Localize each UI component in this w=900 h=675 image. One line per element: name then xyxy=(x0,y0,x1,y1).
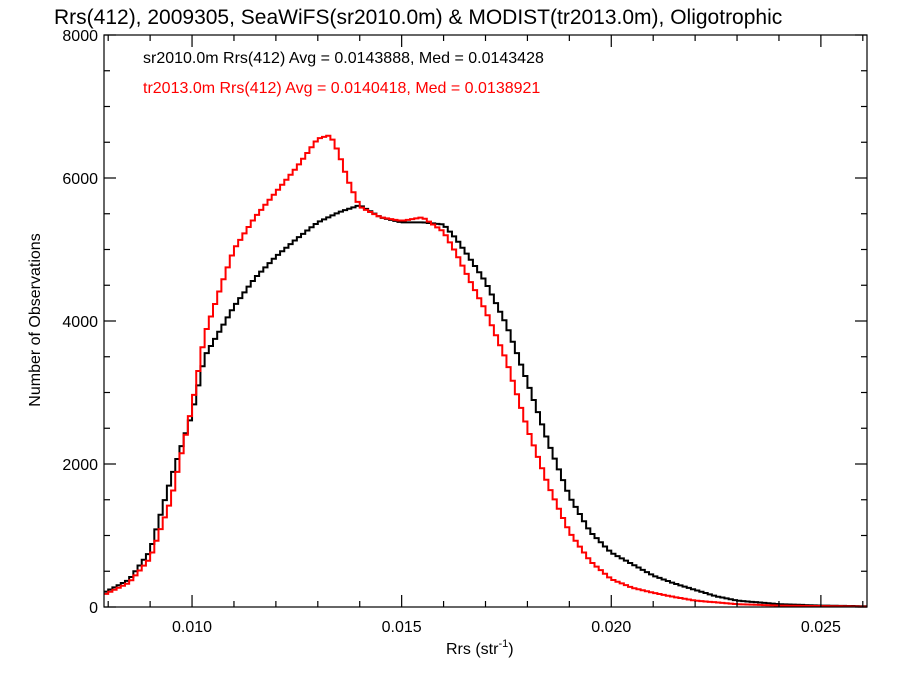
x-tick-label: 0.020 xyxy=(591,619,631,636)
y-tick-label: 6000 xyxy=(62,171,98,188)
y-tick-label: 8000 xyxy=(62,28,98,45)
x-tick-label: 0.010 xyxy=(172,619,212,636)
ticks-layer: 0.010 0.015 0.020 0.025 0 2000 4000 6000 8000 xyxy=(62,28,867,636)
y-tick-label: 0 xyxy=(89,600,98,617)
x-tick-label: 0.015 xyxy=(382,619,422,636)
legend-entry-1: sr2010.0m Rrs(412) Avg = 0.0143888, Med … xyxy=(143,50,544,67)
legend-entry-2: tr2013.0m Rrs(412) Avg = 0.0140418, Med … xyxy=(143,80,540,97)
plot-frame xyxy=(103,34,868,608)
series-line-2 xyxy=(104,134,867,608)
series-layer xyxy=(104,134,867,608)
series-line-1 xyxy=(104,204,867,608)
y-tick-label: 4000 xyxy=(62,314,98,331)
chart-title: Rrs(412), 2009305, SeaWiFS(sr2010.0m) & … xyxy=(54,6,782,29)
x-tick-label: 0.025 xyxy=(801,619,841,636)
x-axis-label: Rrs (str-1) xyxy=(446,638,514,658)
y-axis-label: Number of Observations xyxy=(27,233,44,406)
y-tick-label: 2000 xyxy=(62,457,98,474)
